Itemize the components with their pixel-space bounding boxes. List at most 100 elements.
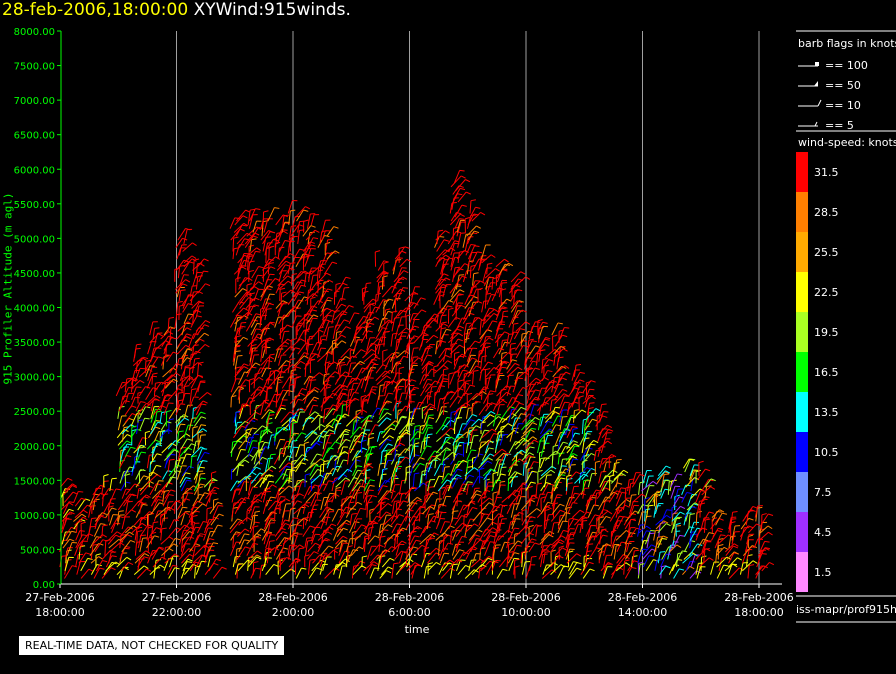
barb-staff (137, 403, 147, 416)
barb-flag (415, 539, 421, 542)
barb-flag (375, 356, 381, 360)
barb-staff (78, 541, 84, 553)
barb-staff (260, 347, 263, 362)
wind-barb-1224 (331, 465, 342, 477)
barb-flag (255, 313, 261, 316)
barb-staff (274, 316, 279, 328)
barb-flag (206, 507, 212, 510)
barb-flag (254, 286, 259, 290)
wind-barb-280 (160, 527, 167, 541)
wind-barb-413 (179, 274, 189, 286)
barb-staff (288, 470, 291, 484)
barb-staff (117, 511, 120, 522)
barb-staff (139, 524, 149, 537)
barb-flag (156, 464, 162, 467)
barb-staff (383, 301, 385, 317)
barb-flag (367, 330, 373, 333)
barb-staff (309, 380, 312, 393)
barb-flag (339, 362, 345, 364)
barb-staff (154, 340, 167, 351)
wind-barb-1560 (396, 335, 407, 351)
barb-flag (357, 492, 363, 494)
barb-staff (154, 411, 158, 427)
barb-staff (59, 478, 69, 488)
wind-barb-1353 (369, 522, 379, 537)
barb-staff (159, 518, 164, 533)
wind-barb-502 (195, 275, 203, 290)
barb-flag (340, 298, 346, 300)
barb-staff (399, 259, 408, 268)
barb-flag (186, 561, 193, 563)
barb-staff (310, 214, 315, 226)
wind-barb-902 (278, 255, 291, 267)
barb-staff (238, 533, 245, 545)
barb-flag (360, 560, 366, 564)
wind-barb-524 (206, 507, 212, 522)
barb-staff (190, 523, 195, 537)
barb-staff (168, 527, 177, 537)
wind-barb-162 (135, 503, 148, 518)
wind-barb-1054 (308, 404, 319, 416)
barb-flag (289, 253, 295, 257)
barb-staff (275, 233, 278, 248)
barb-flag (249, 378, 255, 381)
wind-barb-394 (181, 348, 193, 359)
barb-staff (180, 511, 186, 526)
chart-title: 28-feb-2006,18:00:00 XYWind:915winds. (2, 0, 351, 20)
barb-staff (150, 422, 159, 435)
barb-staff (167, 565, 174, 575)
barb-flag (202, 459, 208, 462)
barb-flag (345, 326, 351, 330)
wind-barb-1531 (393, 444, 402, 461)
barb-flag (287, 275, 293, 279)
barb-staff (159, 429, 168, 439)
wind-barb-15 (61, 511, 75, 522)
barb-flag (344, 522, 350, 526)
barb-flag (252, 486, 258, 489)
barb-staff (131, 380, 141, 389)
barb-staff (62, 538, 71, 549)
barb-staff (166, 448, 175, 458)
wind-barb-358 (182, 485, 198, 496)
barb-staff (136, 437, 143, 450)
wind-barb-39 (74, 516, 88, 526)
barb-flag (115, 488, 121, 491)
wind-barb-1473 (382, 349, 388, 366)
barb-flag (178, 391, 184, 394)
barb-staff (308, 281, 318, 294)
barb-flag (185, 366, 191, 369)
barb-staff (390, 453, 398, 465)
barb-flag (164, 399, 170, 402)
barb-flag (244, 546, 251, 549)
barb-staff (153, 431, 160, 442)
barb-staff (258, 442, 266, 454)
barb-flag (168, 494, 174, 496)
wind-barb-1104 (310, 214, 320, 226)
barb-flag (155, 381, 161, 384)
wind-barb-114 (123, 493, 135, 503)
wind-barb-460 (197, 434, 206, 450)
barb-flag (255, 567, 261, 570)
barb-staff (236, 363, 245, 374)
barb-staff (390, 333, 394, 347)
barb-staff (181, 294, 190, 306)
wind-barb-298 (167, 458, 175, 473)
wind-barb-381 (176, 391, 184, 408)
barb-staff (119, 535, 122, 549)
barb-flag (311, 379, 317, 381)
barb-flag (197, 486, 203, 489)
wind-barb-1221 (335, 477, 351, 488)
barb-flag (297, 524, 303, 527)
barb-flag (184, 385, 190, 387)
barb-staff (130, 380, 134, 393)
barb-flag (186, 453, 192, 456)
barb-flag (366, 494, 372, 497)
barb-flag (168, 335, 174, 339)
barb-flag (419, 457, 425, 460)
wind-barb-322 (166, 372, 181, 382)
barb-flag (372, 298, 378, 302)
wind-barb-362 (176, 465, 187, 480)
barb-staff (413, 426, 416, 438)
barb-staff (80, 568, 90, 579)
barb-flag (131, 425, 137, 428)
